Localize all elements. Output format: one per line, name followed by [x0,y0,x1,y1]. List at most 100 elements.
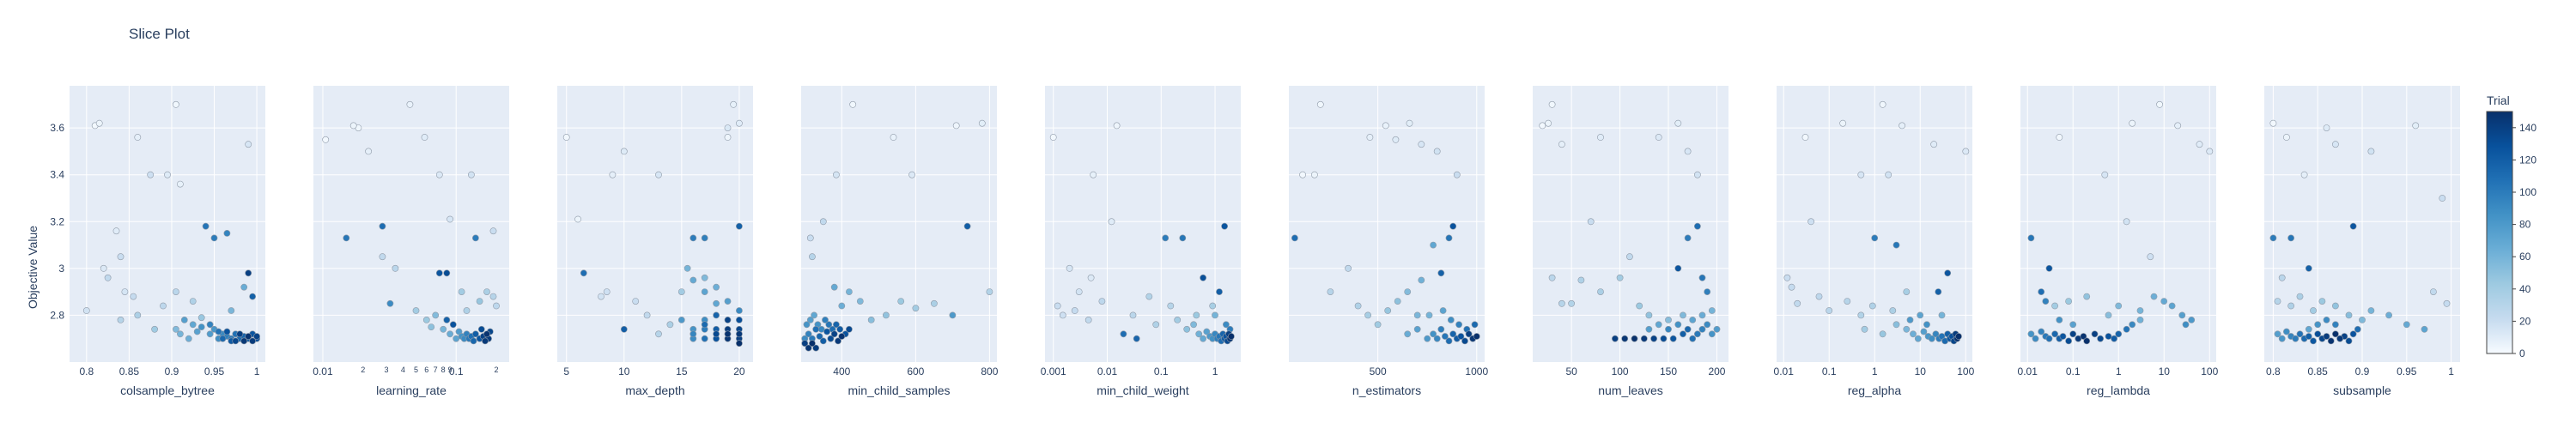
x-tick-label: 0.9 [2355,366,2370,378]
trial-point [1944,269,1952,277]
x-tick-label: 100 [1612,366,1629,378]
trial-point [117,253,125,261]
colorbar-tick-label: 0 [2519,347,2525,360]
trial-point [449,321,457,329]
trial-point [736,316,743,323]
trial-point [835,337,841,345]
trial-point [463,307,471,314]
chart-title: Slice Plot [129,26,190,42]
trial-point [1694,330,1701,338]
trial-point [172,325,179,333]
colorbar-tick-label: 140 [2519,122,2537,134]
trial-point [134,134,142,141]
panel-background [557,86,753,362]
trial-point [392,264,399,272]
trial-point [1674,321,1682,329]
trial-point [1694,222,1701,230]
trial-point [483,288,490,295]
trial-point [963,222,971,230]
x-tick-label: 150 [1660,366,1677,378]
trial-point [609,171,617,178]
trial-point [1195,330,1203,338]
trial-point [713,330,720,338]
trial-point [1216,288,1223,295]
trial-point [2083,337,2091,345]
trial-point [2354,325,2361,333]
trial-point [838,302,846,310]
trial-point [1655,321,1662,329]
x-tick-label: 2 [494,366,498,374]
x-tick-label: 0.8 [2266,366,2281,378]
trial-point [2305,325,2312,333]
trial-point [2051,302,2058,310]
trial-point [825,321,833,329]
trial-point [1665,316,1672,323]
trial-point [489,227,497,235]
x-tick-label: 10 [1915,366,1927,378]
trial-point [2296,293,2304,300]
trial-point [1885,171,1893,178]
trial-point [2305,264,2312,272]
x-axis-label: min_child_samples [848,384,950,397]
trial-point [806,316,814,323]
trial-point [1406,119,1413,127]
trial-point [643,311,651,319]
trial-point [2027,234,2035,242]
trial-point [2443,299,2451,307]
trial-point [2429,288,2437,295]
trial-point [1449,330,1457,338]
trial-point [202,222,210,230]
trial-point [176,330,184,338]
trial-point [827,335,835,342]
x-tick-label: 800 [981,366,998,378]
trial-point [1807,218,1814,226]
trial-point [690,330,697,338]
trial-point [724,134,732,141]
trial-point [1910,330,1917,338]
trial-point [2123,218,2130,226]
trial-point [1801,134,1809,141]
trial-point [713,299,720,307]
trial-point [2349,222,2357,230]
trial-point [2178,311,2186,319]
x-axis-label: min_child_weight [1097,384,1189,397]
colorbar [2486,111,2513,354]
trial-point [1920,328,1928,335]
trial-point [489,293,497,300]
trial-point [562,134,570,141]
trial-point [1938,333,1946,340]
trial-point [1465,330,1473,338]
trial-point [1327,288,1334,295]
trial-point [1684,234,1692,242]
trial-point [193,328,201,335]
trial-point [690,276,697,284]
trial-point [1200,274,1206,281]
trial-point [2439,195,2446,202]
trial-point [1704,321,1711,329]
trial-point [811,311,817,319]
trial-point [406,100,414,108]
x-tick-label: 0.1 [1154,366,1169,378]
x-tick-label: 15 [676,366,688,378]
trial-point [1366,134,1374,141]
trial-point [1783,274,1791,281]
trial-point [1612,335,1619,342]
trial-point [890,134,897,141]
trial-point [2080,333,2087,340]
trial-point [1684,325,1692,333]
x-tick-label: 7 [434,366,438,374]
x-axis-label: reg_lambda [2087,384,2150,397]
trial-point [2027,330,2035,338]
trial-point [713,311,720,319]
trial-point [2115,330,2123,338]
trial-point [435,269,443,277]
trial-point [2287,234,2294,242]
trial-point [836,325,844,333]
trial-point [1893,321,1900,329]
trial-point [2069,321,2077,329]
trial-point [978,119,986,127]
trial-point [447,215,453,223]
trial-point [801,340,809,347]
x-tick-label: 1 [2448,366,2454,378]
trial-point [1689,335,1697,342]
